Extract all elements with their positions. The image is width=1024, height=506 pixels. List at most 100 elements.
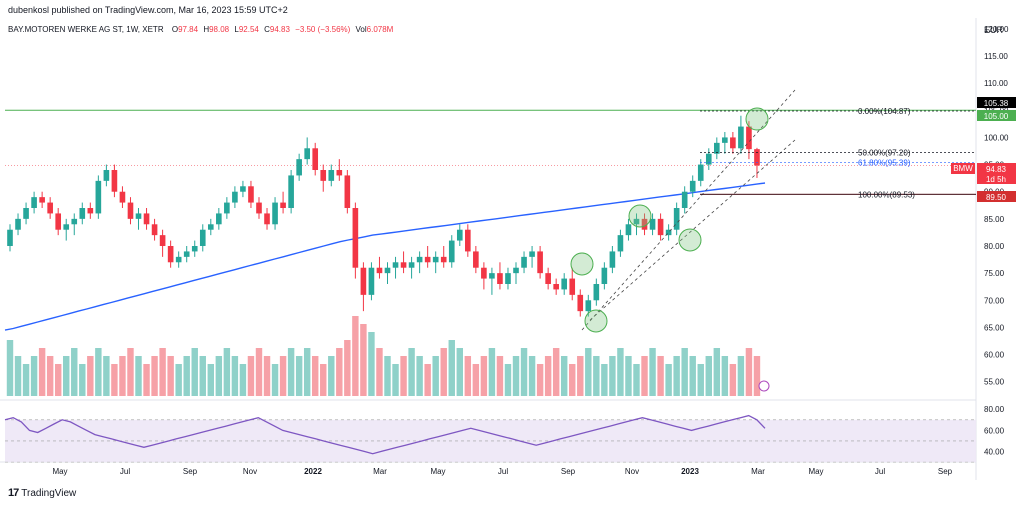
candle-body [15,218,21,230]
candle-body [95,180,102,214]
candle-body [738,126,744,149]
highlight-circle [678,228,702,252]
volume-bar [504,364,512,396]
volume-bar [681,348,688,396]
vol-value: 6.078M [366,25,394,34]
candle-body [216,213,222,225]
candle-body [272,202,278,225]
time-axis-label: Mar [751,467,765,476]
volume-bar [753,356,761,396]
volume-bar [528,356,536,396]
candle-body [191,246,198,252]
volume-bar [207,364,215,396]
volume-bar [408,348,415,396]
volume-bar [536,364,544,396]
candle-body [746,126,752,150]
time-axis-label: Nov [625,467,639,476]
volume-bar [368,332,375,396]
time-axis-label: Nov [243,467,257,476]
price-tick-label: 55.00 [984,378,1005,387]
price-tick-label: 70.00 [984,296,1005,305]
price-tag-label: 89.50 [986,193,1007,202]
time-axis-label: May [430,467,445,476]
volume-bar [46,356,54,396]
candle-body [424,256,431,263]
volume-bar [721,356,729,396]
candle-body [240,186,246,192]
volume-bar [384,356,391,396]
volume-bar [231,356,239,396]
volume-bar [713,348,721,396]
candle-body [713,142,720,154]
candle-body [296,159,302,176]
candle-body [593,284,600,301]
candle-body [39,197,45,203]
volume-bar [159,348,166,396]
volume-bar [360,324,367,396]
price-tag-bg [977,191,1016,202]
volume-bar [175,364,182,396]
candle-body [521,256,527,268]
currency-label: EUR [984,25,1004,35]
candle-body [416,256,423,263]
candle-body [183,251,190,257]
candle-body [159,235,166,246]
price-tick-label: 120.00 [984,25,1009,34]
candle-body [207,224,214,230]
volume-bar [416,356,423,396]
volume-bar [512,356,520,396]
moving-average-line [4,182,766,331]
volume-bar [585,348,592,396]
fib-level-label: 61.80%(95.39) [858,158,911,167]
volume-bar [223,348,231,396]
volume-bar [119,356,126,396]
symbol-legend: BAY.MOTOREN WERKE AG ST, 1W, XETR O97.84… [8,25,393,34]
volume-bar [745,348,753,396]
candle-body [47,202,53,214]
candle-body [280,202,286,208]
candle-body [328,170,335,181]
candle-body [71,218,78,225]
volume-bar [737,356,745,396]
volume-bar [279,356,287,396]
candle-body [649,218,656,230]
candle-body [288,175,294,208]
volume-bar [71,348,78,396]
candle-body [352,208,359,268]
volume-bar [336,348,343,396]
candle-body [730,137,736,149]
volume-bar [432,356,439,396]
candle-body [368,267,375,295]
volume-bar [448,340,455,396]
candle-body [199,229,206,246]
candle-body [585,300,592,312]
volume-bar [295,356,303,396]
volume-bar [151,356,158,396]
candle-body [513,267,519,274]
price-tag-bg [977,163,1016,174]
volume-bar [705,356,712,396]
volume-bar [689,356,696,396]
volume-bar [6,340,14,396]
candle-body [224,202,230,214]
volume-bar [641,356,648,396]
rsi-tick-label: 80.00 [984,405,1005,414]
volume-bar [271,364,279,396]
candle-body [561,278,568,290]
price-tick-label: 110.00 [984,79,1008,88]
volume-bar [697,364,704,396]
volume-bar [183,356,190,396]
candle-body [465,229,471,252]
symbol-title: BAY.MOTOREN WERKE AG ST, 1W, XETR [8,25,164,34]
candle-body [569,278,576,295]
candle-body [376,267,383,274]
tradingview-logo-icon: 17 [8,487,19,499]
close-value: 94.83 [269,25,290,34]
candle-body [344,175,351,208]
volume-bar [400,356,407,396]
price-tick-label: 100.00 [984,133,1009,142]
candle-body [545,273,551,284]
volume-bar [456,348,463,396]
candle-body [689,180,696,192]
